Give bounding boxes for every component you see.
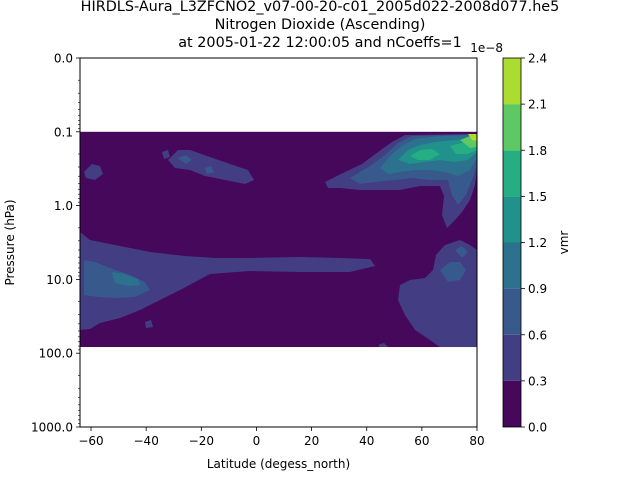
- colorbar-segment: [503, 150, 521, 197]
- contour-small-pocket-1: [162, 150, 170, 159]
- y-tick-label: 0.1: [54, 125, 73, 139]
- colorbar-segment: [503, 58, 521, 105]
- colorbar-segment: [503, 334, 521, 381]
- contour-south-upper-core-2: [205, 166, 214, 174]
- contour-north-lower-core: [440, 262, 466, 282]
- colorbar-tick-label: 0.0: [528, 421, 547, 435]
- contour-south-blob: [84, 164, 103, 180]
- y-tick-label: 1.0: [54, 199, 73, 213]
- colorbar-tick-label: 1.2: [528, 236, 547, 250]
- contour-south-upper-core: [178, 155, 192, 164]
- contour-north-max: [468, 134, 477, 141]
- y-tick-label: 0.0: [54, 52, 73, 66]
- colorbar-tick-label: 1.8: [528, 144, 547, 158]
- colorbar-segment: [503, 288, 521, 335]
- y-axis-label: Pressure (hPa): [3, 199, 17, 285]
- x-tick-label: −20: [189, 434, 214, 448]
- x-tick-label: −60: [78, 434, 103, 448]
- contour-small-pocket-3: [145, 320, 153, 328]
- colorbar-tick-label: 0.3: [528, 374, 547, 388]
- colorbar-segment: [503, 104, 521, 151]
- contour-north-lower-core-2: [455, 246, 468, 258]
- colorbar-segment: [503, 196, 521, 243]
- y-tick-label: 100.0: [39, 347, 73, 361]
- y-tick-label: 10.0: [46, 273, 73, 287]
- contour-small-pocket-2: [378, 343, 388, 347]
- colorbar-offset-text: 1e−8: [470, 41, 503, 55]
- colorbar-label: vmr: [557, 231, 571, 255]
- plot-area: [80, 131, 477, 348]
- plot-frame: [79, 57, 478, 428]
- colorbar: 0.0 0.3 0.6 0.9 1.2 1.5 1.8 2.1 2.4: [502, 52, 547, 435]
- contour-north-inner-3: [410, 149, 440, 160]
- y-axis: 0.0 0.1 1.0 10.0 100.0 1000.0: [31, 52, 80, 435]
- x-tick-label: 40: [359, 434, 374, 448]
- x-tick-label: 20: [304, 434, 319, 448]
- colorbar-tick-label: 0.6: [528, 328, 547, 342]
- figure-title-line-3: at 2005-01-22 12:00:05 and nCoeffs=1: [178, 35, 462, 51]
- figure-title-line-1: HIRDLS-Aura_L3ZFCNO2_v07-00-20-c01_2005d…: [80, 0, 560, 15]
- x-axis: −60 −40 −20 0 20 40 60 80: [78, 427, 485, 448]
- x-axis-label: Latitude (degess_north): [207, 457, 350, 471]
- contour-mid-band: [80, 232, 375, 330]
- y-tick-label: 1000.0: [31, 421, 73, 435]
- colorbar-tick-label: 0.9: [528, 282, 547, 296]
- x-tick-label: −40: [134, 434, 159, 448]
- x-tick-label: 80: [469, 434, 484, 448]
- x-tick-label: 60: [414, 434, 429, 448]
- figure-title-line-2: Nitrogen Dioxide (Ascending): [214, 17, 426, 33]
- colorbar-tick-label: 2.4: [528, 52, 547, 66]
- colorbar-tick-label: 2.1: [528, 98, 547, 112]
- colorbar-segment: [503, 242, 521, 289]
- x-tick-label: 0: [253, 434, 261, 448]
- colorbar-segment: [503, 380, 521, 427]
- contour-mid-band-inner: [112, 272, 140, 286]
- contour-layer: [80, 131, 477, 348]
- colorbar-tick-label: 1.5: [528, 190, 547, 204]
